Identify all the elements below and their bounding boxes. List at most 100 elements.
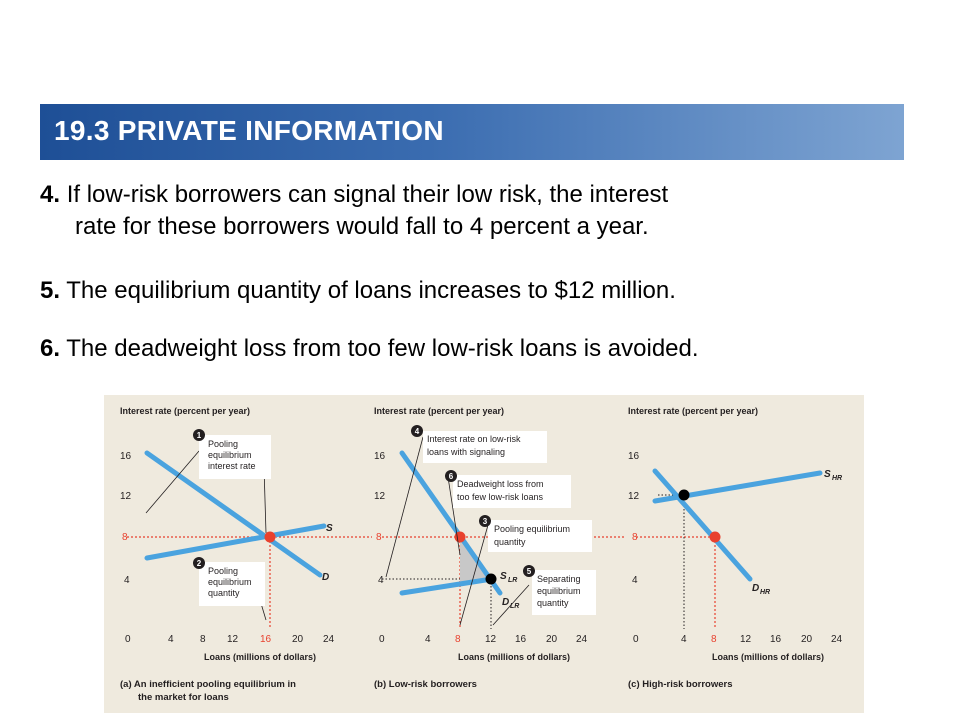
- callout-number: 3: [483, 517, 488, 526]
- callout-number: 4: [415, 427, 420, 436]
- x-tick-20: 20: [292, 634, 304, 645]
- point-number: 4.: [40, 181, 61, 208]
- demand-curve-label: D: [322, 572, 329, 583]
- supply-curve-s: [144, 523, 327, 561]
- x-tick-0: 0: [379, 634, 385, 645]
- x-axis-label: Loans (millions of dollars): [712, 652, 824, 662]
- callout-text: quantity: [537, 598, 569, 608]
- callout-text: Pooling: [208, 439, 238, 449]
- callout-box-3: [488, 520, 592, 552]
- callout-text: Interest rate on low-risk: [427, 434, 521, 444]
- callout-leader: [145, 450, 200, 514]
- separating-equilibrium-point: [678, 489, 690, 501]
- x-tick-20: 20: [546, 634, 558, 645]
- y-tick-16: 16: [120, 451, 132, 462]
- callout-number-badge: [479, 515, 491, 527]
- callout-text: equilibrium: [537, 586, 581, 596]
- x-tick-24: 24: [831, 634, 843, 645]
- demand-curve-d: [144, 450, 323, 578]
- demand-curve-label: D: [502, 597, 509, 608]
- x-tick-12: 12: [485, 634, 497, 645]
- panel-a: Interest rate (percent per year) 16 12 8…: [120, 406, 372, 703]
- y-axis-label: Interest rate (percent per year): [120, 406, 250, 416]
- y-tick-4: 4: [632, 575, 638, 586]
- x-tick-16: 16: [770, 634, 782, 645]
- callout-text: quantity: [494, 537, 526, 547]
- bullet-point-4: 4. If low-risk borrowers can signal thei…: [40, 179, 668, 243]
- y-tick-4: 4: [124, 575, 130, 586]
- panel-b: Interest rate (percent per year) 16 12 8…: [374, 406, 624, 690]
- x-tick-4: 4: [425, 634, 431, 645]
- y-tick-12: 12: [120, 491, 132, 502]
- panel-caption-continued: the market for loans: [138, 692, 229, 703]
- y-tick-8: 8: [122, 532, 128, 543]
- supply-curve-slr: [399, 576, 495, 596]
- callout-number: 1: [197, 431, 202, 440]
- callout-text: Separating: [537, 574, 581, 584]
- bullet-point-6: 6. The deadweight loss from too few low-…: [40, 333, 699, 365]
- callout-text: equilibrium: [208, 450, 252, 460]
- pooling-equilibrium-point: [264, 531, 276, 543]
- callout-number: 2: [197, 559, 202, 568]
- y-tick-12: 12: [628, 491, 640, 502]
- point-text: If low-risk borrowers can signal their l…: [66, 181, 669, 208]
- y-tick-16: 16: [628, 451, 640, 462]
- callout-text: quantity: [208, 588, 240, 598]
- supply-curve-label: S: [326, 523, 333, 534]
- callout-box-2: [199, 562, 265, 606]
- x-tick-24: 24: [576, 634, 588, 645]
- callout-text: Deadweight loss from: [457, 479, 544, 489]
- y-tick-12: 12: [374, 491, 386, 502]
- callout-number-badge: [523, 565, 535, 577]
- callout-box-5: [532, 570, 596, 615]
- x-tick-0: 0: [125, 634, 131, 645]
- panel-caption: (b) Low-risk borrowers: [374, 679, 477, 690]
- title-banner: 19.3 PRIVATE INFORMATION: [40, 104, 904, 160]
- callout-text: too few low-risk loans: [457, 492, 544, 502]
- callout-text: loans with signaling: [427, 447, 505, 457]
- y-axis-label: Interest rate (percent per year): [374, 406, 504, 416]
- callout-text: interest rate: [208, 461, 256, 471]
- x-tick-24: 24: [323, 634, 335, 645]
- callout-number-badge: [411, 425, 423, 437]
- demand-curve-dhr: [652, 468, 753, 582]
- callout-box-4: [423, 431, 547, 463]
- callout-leader: [385, 436, 424, 578]
- panel-c: Interest rate (percent per year) 16 12 8…: [628, 406, 843, 690]
- point-text-continued: rate for these borrowers would fall to 4…: [75, 213, 649, 240]
- point-text: The deadweight loss from too few low-ris…: [66, 335, 699, 362]
- y-axis-label: Interest rate (percent per year): [628, 406, 758, 416]
- y-tick-4: 4: [378, 575, 384, 586]
- callout-number: 6: [449, 472, 454, 481]
- pooling-point: [454, 531, 466, 543]
- x-tick-8: 8: [455, 634, 461, 645]
- panel-caption: (c) High-risk borrowers: [628, 679, 733, 690]
- y-tick-8: 8: [632, 532, 638, 543]
- y-tick-16: 16: [374, 451, 386, 462]
- callout-leader: [492, 584, 530, 626]
- callout-text: Pooling: [208, 566, 238, 576]
- callout-number: 5: [527, 567, 532, 576]
- supply-curve-label: S: [500, 571, 507, 582]
- x-tick-4: 4: [168, 634, 174, 645]
- callout-leader: [447, 476, 461, 556]
- pooling-point: [709, 531, 721, 543]
- point-number: 6.: [40, 335, 61, 362]
- callout-box-6: [453, 475, 571, 508]
- callout-number-badge: [445, 470, 457, 482]
- point-number: 5.: [40, 277, 61, 304]
- x-tick-16: 16: [515, 634, 527, 645]
- supply-curve-subscript: HR: [832, 475, 842, 482]
- x-tick-0: 0: [633, 634, 639, 645]
- supply-curve-label: S: [824, 469, 831, 480]
- page-title: 19.3 PRIVATE INFORMATION: [54, 115, 444, 146]
- callout-number-badge: [193, 429, 205, 441]
- x-axis-label: Loans (millions of dollars): [204, 652, 316, 662]
- x-tick-12: 12: [227, 634, 239, 645]
- loan-market-charts: Interest rate (percent per year) 16 12 8…: [120, 406, 843, 703]
- demand-curve-subscript: LR: [510, 603, 519, 610]
- callout-leader: [459, 524, 489, 626]
- demand-curve-subscript: HR: [760, 589, 770, 596]
- callout-text: equilibrium: [208, 577, 252, 587]
- callout-text: Pooling equilibrium: [494, 524, 570, 534]
